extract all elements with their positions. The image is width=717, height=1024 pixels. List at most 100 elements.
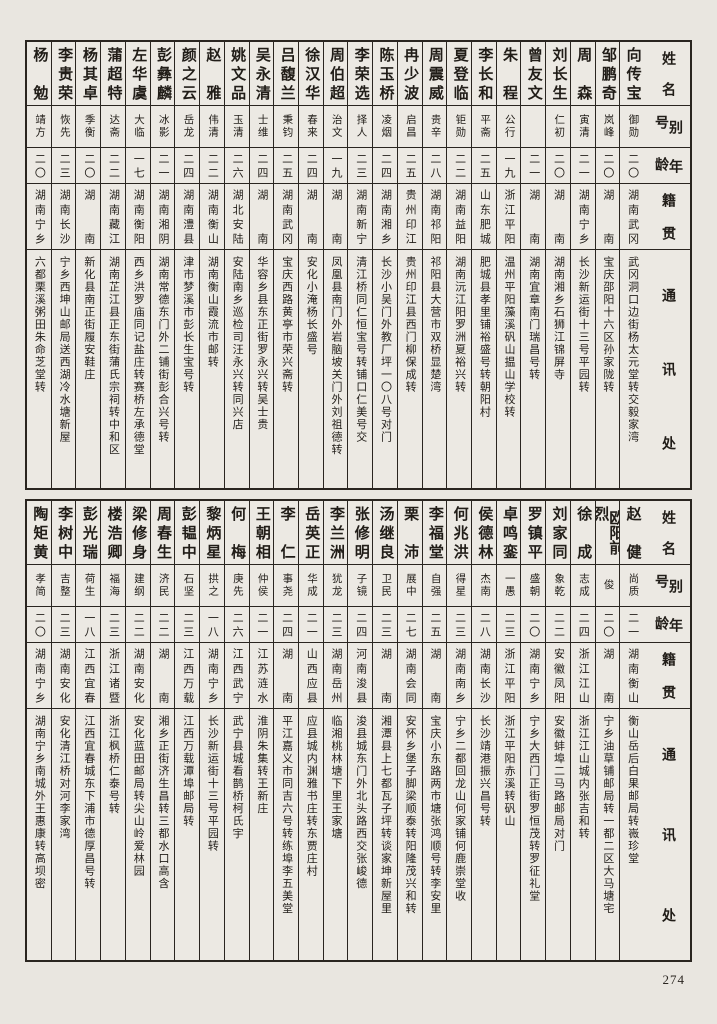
person-alias: 杰南 <box>479 573 491 598</box>
person-native: 山东肥城 <box>478 189 491 244</box>
person-age: 二一 <box>527 153 540 178</box>
person-alias: 卫民 <box>380 573 392 598</box>
person-age: 二三 <box>107 612 120 637</box>
person-alias: 靖方 <box>34 114 46 139</box>
person-age: 二四 <box>305 153 318 178</box>
person-native: 湖南 <box>255 189 268 244</box>
person-column: 李贵荣 恢先 二三 湖南长沙 宁乡西坤山邮局送西湖冷水塘新屋 <box>51 42 77 488</box>
person-name: 周森 <box>575 47 592 100</box>
person-alias: 济民 <box>157 573 169 598</box>
person-age: 二〇 <box>527 612 540 637</box>
person-alias: 志成 <box>577 573 589 598</box>
person-address: 六都栗溪粥田朱命芝堂转 <box>33 256 46 394</box>
person-address: 津市梦溪市彭长生宝号转 <box>181 256 194 394</box>
person-alias: 仲侯 <box>256 573 268 598</box>
person-native: 湖南会同 <box>404 648 417 703</box>
person-alias: 钜勋 <box>454 114 466 139</box>
person-name: 李福堂 <box>426 506 443 559</box>
person-name: 罗镇平 <box>525 506 542 559</box>
person-native: 浙江平阳 <box>503 648 516 703</box>
person-native: 江西万载 <box>181 648 194 703</box>
header-column: 姓名 别号 年龄 籍贯 通讯处 <box>644 42 690 488</box>
person-native: 浙江江山 <box>577 648 590 703</box>
person-native: 湖南衡山 <box>626 648 639 703</box>
person-age: 二六 <box>231 153 244 178</box>
page-number: 274 <box>662 972 685 987</box>
person-age: 二〇 <box>82 153 95 178</box>
person-name: 李树中 <box>56 506 73 559</box>
person-address: 湖南宁乡南城外王惠康转高坝密 <box>33 715 46 890</box>
person-native: 湖南益阳 <box>453 189 466 244</box>
header-native: 籍贯 <box>660 652 675 699</box>
person-alias: 季衡 <box>83 114 95 139</box>
person-column: 杨勉 靖方 二〇 湖南宁乡 六都栗溪粥田朱命芝堂转 <box>27 42 52 488</box>
person-age: 一九 <box>503 153 516 178</box>
person-name: 彭彝麟 <box>154 47 171 100</box>
person-address: 平江嘉义市同吉六号转练埠李五美堂 <box>280 715 293 915</box>
person-native: 浙江平阳 <box>503 189 516 244</box>
person-name: 陶矩黄 <box>31 506 48 559</box>
person-native: 江西武宁 <box>231 648 244 703</box>
person-age: 二三 <box>181 612 194 637</box>
person-age: 二五 <box>428 612 441 637</box>
person-address: 淮阴朱集转王新庄 <box>255 715 268 815</box>
person-native: 湖南 <box>527 189 540 244</box>
person-age: 二〇 <box>552 153 565 178</box>
person-alias: 荷生 <box>83 573 95 598</box>
person-name: 左华虞 <box>130 47 147 100</box>
person-alias: 石坚 <box>182 573 194 598</box>
person-address: 长沙小吴门外教厂坪一〇八号对门 <box>379 256 392 444</box>
person-alias: 俊 <box>602 579 614 592</box>
person-name: 卓鸣銮 <box>501 506 518 559</box>
person-address: 江西万载潭埠邮局转 <box>181 715 194 828</box>
person-age: 二四 <box>577 612 590 637</box>
person-column: 王朝相 仲侯 二一 江苏涟水 淮阴朱集转王新庄 <box>249 501 275 960</box>
person-name: 赵健 <box>624 506 641 559</box>
person-native: 湖南新宁 <box>354 189 367 244</box>
person-column: 何兆洪 得星 二三 湖南南乡 宁乡二都回龙山何家铺何鹿崇堂收 <box>447 501 472 960</box>
person-column: 汤继良 卫民 二三 湖南 湘潭县上七都瓦子坪转谈家坤新屋里 <box>373 501 398 960</box>
person-column: 邹鹏奇 岚峰 二〇 湖南 宝庆邵阳十六区孙家陇转 <box>595 42 621 488</box>
person-native: 湖南南乡 <box>453 648 466 703</box>
person-name: 李贵荣 <box>56 47 73 100</box>
person-column: 李长和 平斋 二五 山东肥城 肥城县孝里铺裕盛号转朝阳村 <box>471 42 497 488</box>
person-age: 二二 <box>206 153 219 178</box>
person-alias: 展中 <box>404 573 416 598</box>
person-name: 侯德林 <box>476 506 493 559</box>
person-column: 周伯超 治文 一九 湖南 凤凰县南门外岩脑坡关门外刘祖德转 <box>323 42 349 488</box>
person-column: 刘长生 仁初 二〇 湖南 湖南湘乡石狮江锦屏寺 <box>546 42 571 488</box>
person-column: 欧阳前烈 俊 二〇 湖南 宁乡油草铺邮局转一都二区大马塘宅 <box>595 501 621 960</box>
person-alias: 福海 <box>108 573 120 598</box>
person-address: 清江桥同仁恒宝号转铺口仁美号交 <box>354 256 367 444</box>
person-address: 长沙新运街十三号平园转 <box>577 256 590 394</box>
person-native: 贵州印江 <box>404 189 417 244</box>
person-alias: 事尧 <box>281 573 293 598</box>
header-name: 姓名 <box>660 510 675 555</box>
person-address: 宁乡大西门正街罗恒茂转罗征礼堂 <box>527 715 540 903</box>
person-native: 湖南湘阴 <box>156 189 169 244</box>
person-address: 长沙靖港振兴昌号转 <box>478 715 491 828</box>
person-age: 二二 <box>552 612 565 637</box>
person-alias: 大临 <box>133 114 145 139</box>
person-age: 二二 <box>132 612 145 637</box>
person-address: 应县城内渊雅书庄转东贾庄村 <box>305 715 318 878</box>
person-column: 向传宝 御勋 二〇 湖南武冈 武冈洞口边街杨太元堂转交毅家湾 <box>620 42 644 488</box>
person-native: 湖南武冈 <box>626 189 639 244</box>
person-column: 颜之云 岳龙 二四 湖南澧县 津市梦溪市彭长生宝号转 <box>175 42 201 488</box>
person-age: 二〇 <box>626 153 639 178</box>
person-column: 曾友文 二一 湖南 湖南宜章南门瑞昌号转 <box>521 42 547 488</box>
person-native: 湖南安化 <box>132 648 145 703</box>
person-native: 湖南 <box>601 648 614 703</box>
person-native: 湖南 <box>305 189 318 244</box>
person-address: 贵州印江县西门柳保成转 <box>404 256 417 394</box>
person-column: 左华虞 大临 一七 湖南衡阳 西乡洪罗庙同记盐庄转赛桥左承德堂 <box>125 42 151 488</box>
person-native: 江西宜春 <box>82 648 95 703</box>
person-alias: 庚先 <box>231 573 243 598</box>
person-alias: 吉整 <box>58 573 70 598</box>
header-native: 籍贯 <box>660 193 675 240</box>
person-column: 朱程 公行 一九 浙江平阳 温州平阳藻溪矾山揾山学校转 <box>496 42 522 488</box>
person-age: 二五 <box>478 153 491 178</box>
person-address: 肥城县孝里铺裕盛号转朝阳村 <box>478 256 491 419</box>
person-name: 杨其卓 <box>80 47 97 100</box>
person-alias: 仁初 <box>553 114 565 139</box>
